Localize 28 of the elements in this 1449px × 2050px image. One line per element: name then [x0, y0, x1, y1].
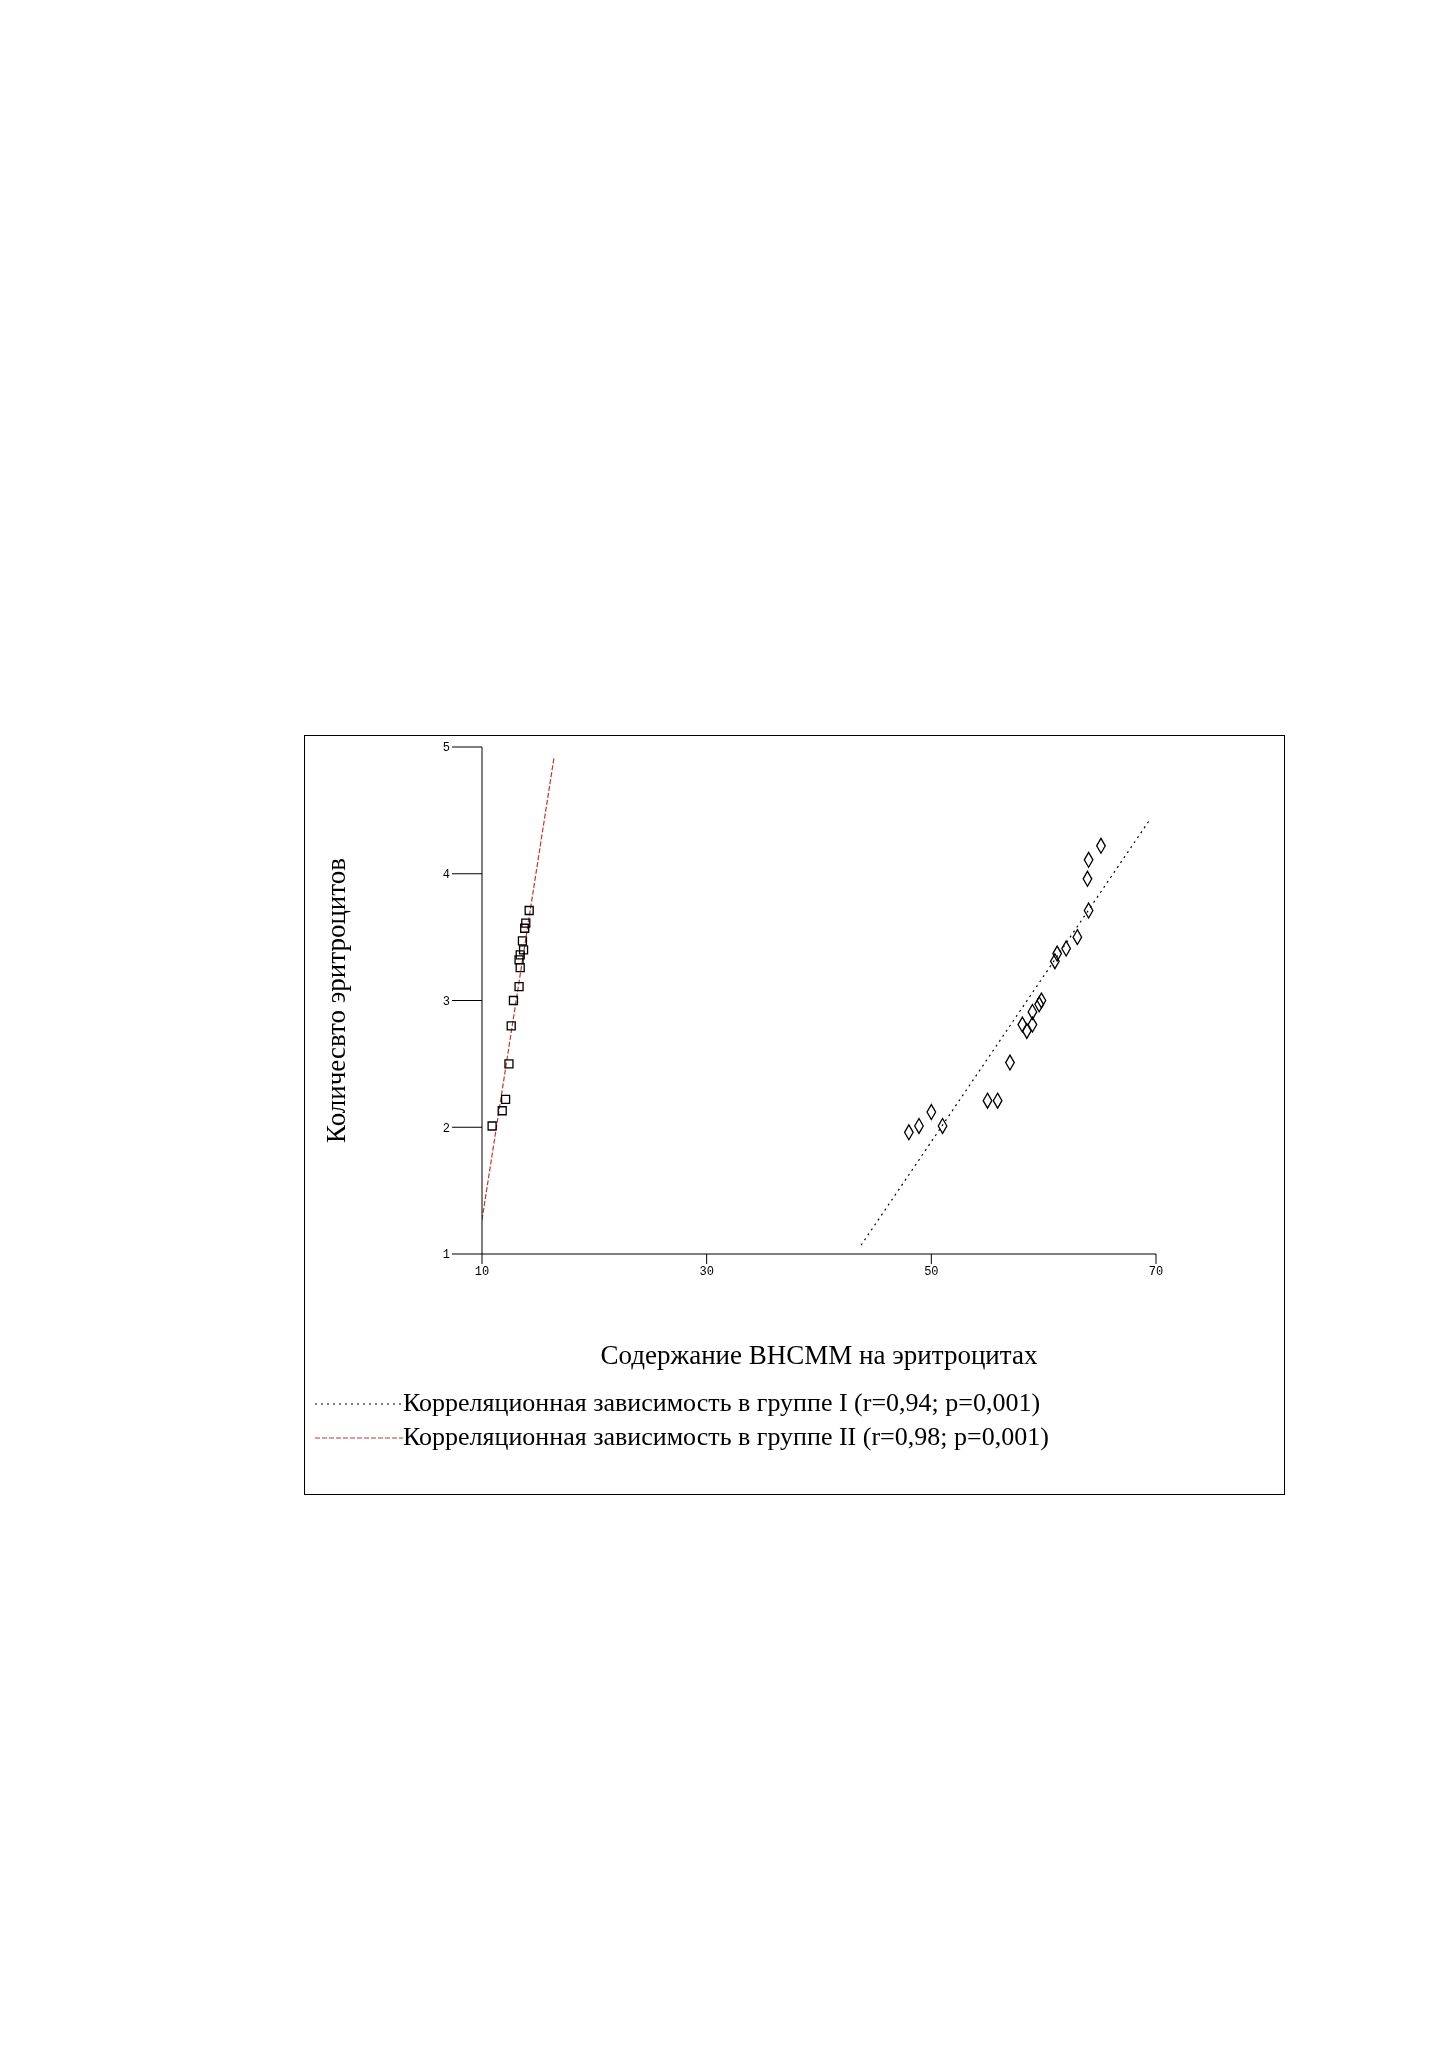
point: [524, 905, 534, 916]
point: [521, 918, 531, 928]
point: [515, 962, 525, 973]
point: [497, 1106, 507, 1116]
point: [520, 923, 530, 933]
y-tick-label: 1: [442, 1248, 450, 1263]
point: [514, 955, 524, 965]
point: [500, 1094, 511, 1105]
point: [515, 950, 525, 960]
point: [504, 1059, 514, 1069]
x-tick-label: 50: [924, 1264, 939, 1279]
y-tick-label: 3: [442, 994, 450, 1009]
y-tick-label: 4: [442, 868, 450, 883]
x-tick-label: 70: [1148, 1264, 1164, 1279]
point: [514, 981, 524, 992]
y-tick-label: 5: [442, 741, 450, 756]
y-tick-label: 2: [442, 1121, 450, 1136]
x-axis-title: Содержание ВНСММ на эритроцитах: [600, 1340, 1038, 1370]
point: [517, 936, 528, 946]
point: [508, 995, 519, 1006]
legend-label: Корреляционная зависимость в группе I (r=0,94; p=0,001): [403, 1387, 1041, 1419]
point: [506, 1021, 516, 1031]
legend-label: Корреляционная зависимость в группе II (r=0,98; p=0,001): [403, 1421, 1049, 1453]
x-tick-label: 10: [474, 1264, 490, 1279]
point: [518, 945, 529, 955]
point: [487, 1121, 497, 1131]
y-axis-title: Количесвто эритроцитов: [320, 858, 351, 1143]
x-tick-label: 30: [699, 1264, 714, 1279]
